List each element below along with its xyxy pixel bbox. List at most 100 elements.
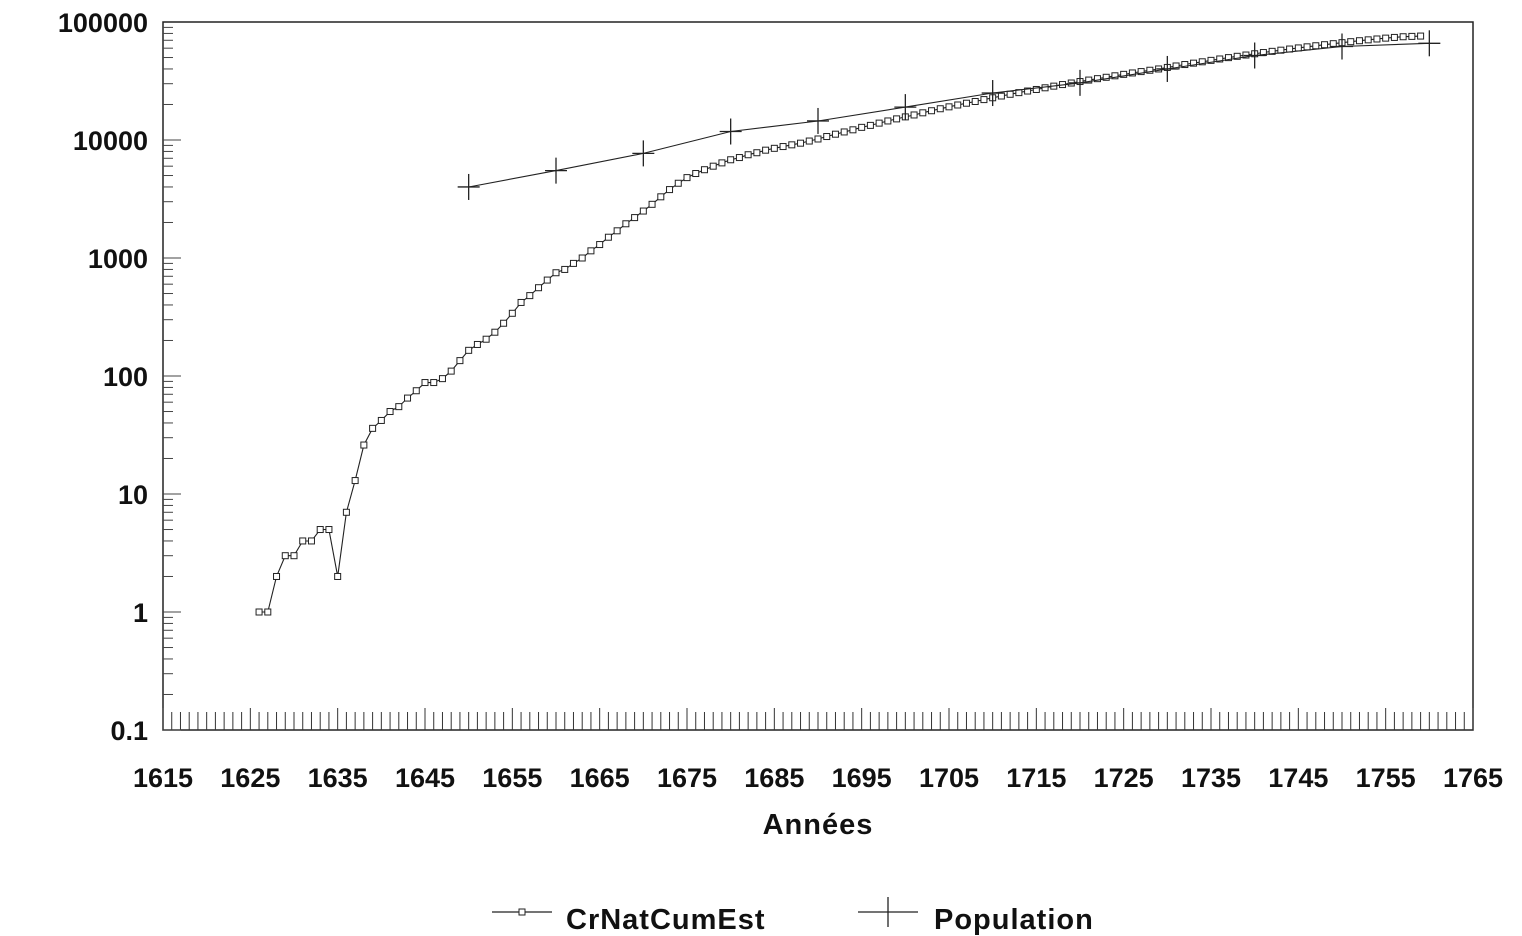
x-tick-labels: 1615 1625 1635 1645 1655 1665 1675 1685 1695 1705… xyxy=(133,763,1503,793)
series-line xyxy=(259,35,1421,613)
data-point xyxy=(849,126,857,134)
y-tick-label: 100000 xyxy=(58,8,148,38)
x-tick-label: 1695 xyxy=(832,763,892,793)
data-point xyxy=(604,233,612,241)
data-point xyxy=(709,162,717,170)
data-point xyxy=(631,214,639,222)
x-tick-label: 1725 xyxy=(1094,763,1154,793)
data-point xyxy=(928,107,936,115)
x-tick-label: 1645 xyxy=(395,763,455,793)
data-point xyxy=(648,200,656,208)
data-point xyxy=(578,254,586,262)
data-point xyxy=(517,298,525,306)
data-point xyxy=(700,166,708,174)
data-point xyxy=(360,441,368,449)
data-point xyxy=(997,92,1005,100)
data-point xyxy=(753,149,761,157)
data-point xyxy=(325,526,333,534)
x-tick-label: 1655 xyxy=(482,763,542,793)
legend-label: CrNatCumEst xyxy=(566,904,766,936)
data-point xyxy=(1111,72,1119,80)
legend-marker xyxy=(518,908,526,916)
data-point xyxy=(884,117,892,125)
data-point xyxy=(788,141,796,149)
data-point xyxy=(1190,59,1198,67)
data-point xyxy=(342,508,350,516)
data-point xyxy=(797,139,805,147)
data-point xyxy=(526,292,534,300)
data-point xyxy=(954,101,962,109)
data-point xyxy=(299,537,307,545)
data-point xyxy=(369,424,377,432)
data-point xyxy=(1417,32,1425,40)
data-point xyxy=(1224,54,1232,62)
data-point xyxy=(823,133,831,141)
data-point xyxy=(840,128,848,136)
data-point xyxy=(500,319,508,327)
legend-label: Population xyxy=(934,904,1094,936)
data-point xyxy=(639,207,647,215)
data-point xyxy=(255,608,263,616)
data-point xyxy=(290,552,298,560)
data-point xyxy=(762,146,770,154)
data-point xyxy=(535,284,543,292)
data-point xyxy=(456,357,464,365)
x-tick-label: 1735 xyxy=(1181,763,1241,793)
data-point xyxy=(858,123,866,131)
data-point xyxy=(1364,36,1372,44)
x-tick-label: 1665 xyxy=(570,763,630,793)
data-point xyxy=(473,340,481,348)
data-point xyxy=(1390,33,1398,41)
data-point xyxy=(465,346,473,354)
data-point xyxy=(264,608,272,616)
legend-item-Population: Population xyxy=(858,897,1094,936)
data-point xyxy=(613,227,621,235)
data-point xyxy=(727,156,735,164)
data-point xyxy=(632,140,655,167)
data-point xyxy=(657,193,665,201)
data-point xyxy=(719,118,742,145)
data-point xyxy=(945,103,953,111)
data-point xyxy=(1268,47,1276,55)
data-point xyxy=(981,80,1004,107)
data-point xyxy=(596,241,604,249)
x-tick-label: 1675 xyxy=(657,763,717,793)
data-point xyxy=(1024,87,1032,95)
x-tick-label: 1705 xyxy=(919,763,979,793)
data-point xyxy=(1294,44,1302,52)
y-tick-label: 100 xyxy=(103,362,148,392)
data-point xyxy=(395,403,403,411)
data-point xyxy=(457,173,480,200)
data-point xyxy=(866,121,874,129)
data-point xyxy=(1233,52,1241,60)
y-tick-label: 10 xyxy=(118,480,148,510)
data-point xyxy=(1198,58,1206,66)
minor-ticks xyxy=(162,26,1474,731)
data-point xyxy=(683,174,691,182)
legend: CrNatCumEst Population xyxy=(492,897,1094,936)
data-point xyxy=(744,151,752,159)
data-point xyxy=(1102,73,1110,81)
x-tick-label: 1715 xyxy=(1006,763,1066,793)
data-point xyxy=(735,154,743,162)
data-point xyxy=(552,269,560,277)
series-layer xyxy=(255,30,1441,616)
data-point xyxy=(545,157,567,184)
x-tick-label: 1745 xyxy=(1268,763,1328,793)
series-line xyxy=(468,42,1430,188)
data-point xyxy=(307,537,315,545)
data-point xyxy=(421,379,429,387)
data-point xyxy=(1207,56,1215,64)
data-point xyxy=(447,367,455,375)
data-point xyxy=(561,265,569,273)
data-point xyxy=(1382,34,1390,42)
data-point xyxy=(831,130,839,138)
data-point xyxy=(1347,38,1355,46)
data-point xyxy=(1243,42,1266,69)
data-point xyxy=(971,97,979,105)
legend-item-CrNatCumEst: CrNatCumEst xyxy=(492,904,766,936)
data-point xyxy=(430,379,438,387)
data-point xyxy=(674,179,682,187)
data-point xyxy=(281,552,289,560)
data-point xyxy=(273,572,281,580)
